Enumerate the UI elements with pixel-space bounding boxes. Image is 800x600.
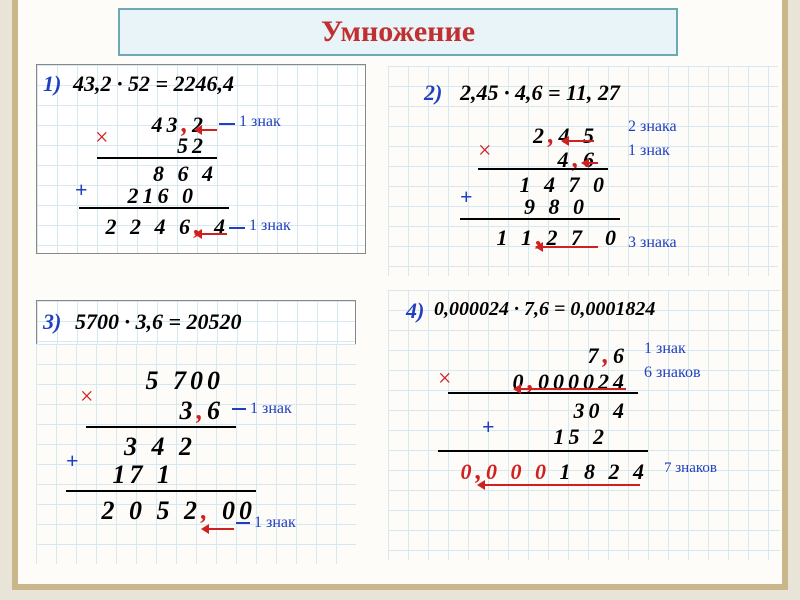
example-1-label: 1) xyxy=(43,71,61,97)
example-3: 3) 5700 · 3,6 = 20520 xyxy=(36,300,356,344)
line-2 xyxy=(460,218,620,220)
title-text: Умножение xyxy=(321,15,475,48)
arrow-bottom xyxy=(197,233,227,235)
multiply-icon: × xyxy=(80,384,94,411)
example-4: 4) 0,000024 · 7,6 = 0,0001824 × 7,6 0,00… xyxy=(388,290,780,560)
row-partial-2: 216 0 xyxy=(97,183,197,209)
multiply-icon: × xyxy=(438,366,452,393)
note-2: 1 знак xyxy=(254,514,296,532)
note-1: 2 знака xyxy=(628,118,677,136)
note-1: 1 знак xyxy=(644,340,686,358)
arrow-bot xyxy=(480,484,640,486)
dash-bottom xyxy=(229,227,245,229)
row-partial-1: 3 4 2 xyxy=(86,432,196,462)
example-2-equation: 2,45 · 4,6 = 11, 27 xyxy=(460,80,620,106)
line-2 xyxy=(438,450,648,452)
line-2 xyxy=(66,490,256,492)
row-result: 2 0 5 2, 00 xyxy=(66,496,256,526)
note-2: 1 знак xyxy=(628,142,670,160)
row-result: 0,0 0 0 1 8 2 4 xyxy=(438,456,648,486)
example-4-label: 4) xyxy=(406,298,424,324)
line-2 xyxy=(79,207,229,209)
arrow-1 xyxy=(564,140,594,142)
title-bar: Умножение xyxy=(118,8,678,56)
example-3-equation: 5700 · 3,6 = 20520 xyxy=(75,309,242,335)
dash-2 xyxy=(236,522,250,524)
note-3: 3 знака xyxy=(628,234,677,252)
row-partial-2: 9 8 0 xyxy=(468,194,588,220)
arrow-bot xyxy=(204,528,234,530)
note-3: 7 знаков xyxy=(664,460,717,477)
row-multiplier: 52 xyxy=(127,133,207,159)
row-partial-2: 17 1 xyxy=(64,460,174,490)
example-4-equation: 0,000024 · 7,6 = 0,0001824 xyxy=(434,298,655,321)
note-2: 6 знаков xyxy=(644,364,701,382)
example-2: 2) 2,45 · 4,6 = 11, 27 × 2,4 5 4,6 1 4 7… xyxy=(388,66,778,276)
arrow-top xyxy=(197,129,217,131)
dash-1 xyxy=(232,408,246,410)
arrow-2 xyxy=(584,162,598,164)
multiply-icon: × xyxy=(95,125,109,152)
row-multiplier: 3,6 xyxy=(114,396,224,426)
line-1 xyxy=(448,392,638,394)
arrow-3 xyxy=(538,246,598,248)
example-2-label: 2) xyxy=(424,80,442,106)
note-top: 1 знак xyxy=(239,113,281,131)
arrow-mid xyxy=(516,388,626,390)
example-3-work: × 5 700 3,6 3 4 2 + 17 1 2 0 5 2, 00 1 з… xyxy=(36,344,356,564)
line-1 xyxy=(86,426,236,428)
example-1: 1) 43,2 · 52 = 2246,4 × 43,2 52 8 6 4 + … xyxy=(36,64,366,254)
slide-frame: Умножение 1) 43,2 · 52 = 2246,4 × 43,2 5… xyxy=(12,0,788,590)
row-multiplicand: 5 700 xyxy=(114,366,224,396)
row-result: 2 2 4 6, 4 xyxy=(79,211,229,241)
example-1-equation: 43,2 · 52 = 2246,4 xyxy=(73,71,234,97)
note-bottom: 1 знак xyxy=(249,217,291,235)
plus-icon: + xyxy=(75,177,88,203)
line-1 xyxy=(97,157,217,159)
row-partial-1: 30 4 xyxy=(498,398,628,424)
example-3-label: 3) xyxy=(43,309,61,335)
dash-top xyxy=(219,123,235,125)
row-partial-2: 15 2 xyxy=(478,424,608,450)
line-1 xyxy=(478,168,608,170)
multiply-icon: × xyxy=(478,138,492,165)
note-1: 1 знак xyxy=(250,400,292,418)
